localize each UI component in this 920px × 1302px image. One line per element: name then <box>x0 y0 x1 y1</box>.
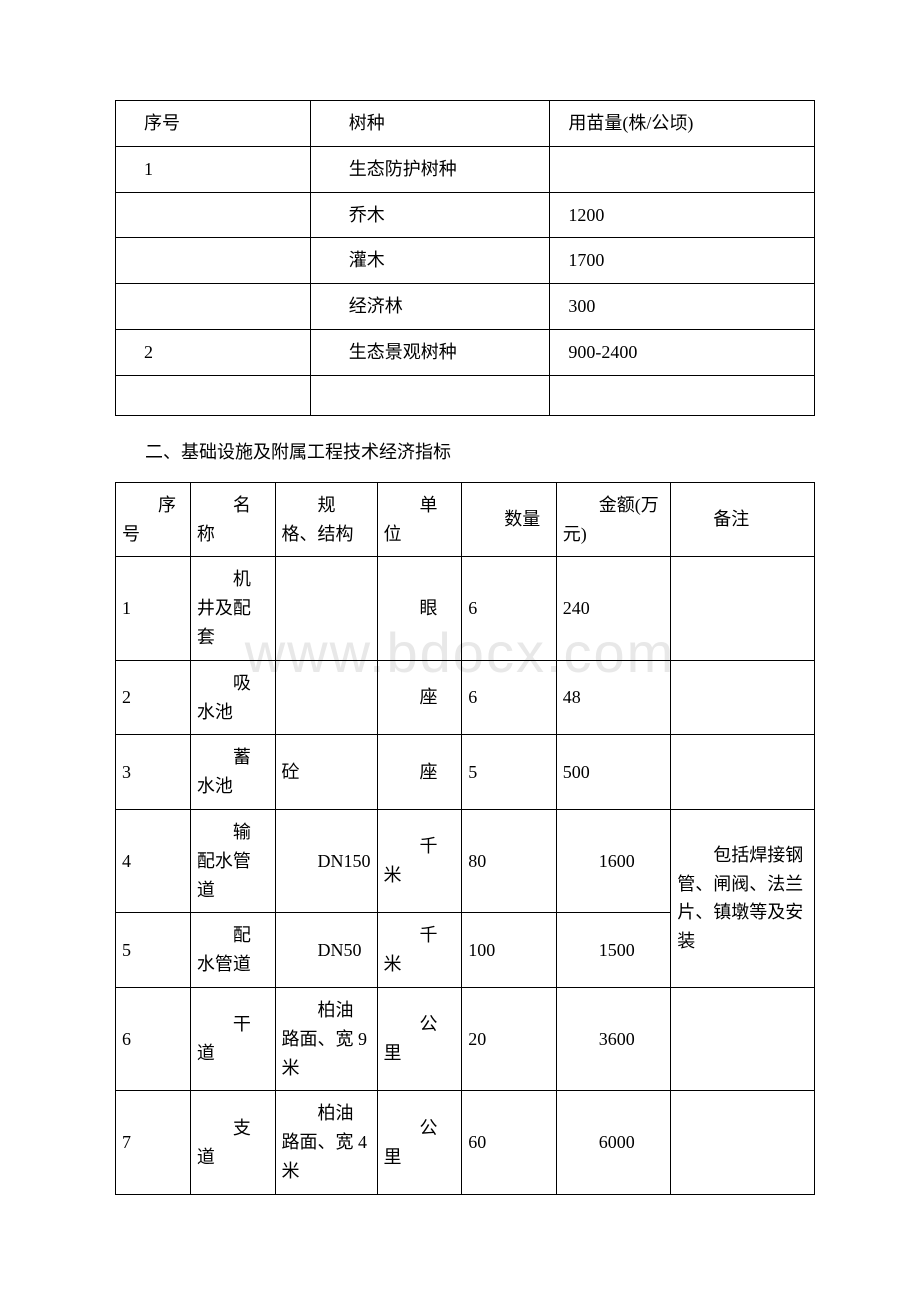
cell-amount: 48 <box>556 660 671 735</box>
cell-note <box>671 735 815 810</box>
cell-amount: 240 <box>556 557 671 660</box>
cell-name: 干道 <box>190 987 275 1090</box>
cell-spec <box>275 557 377 660</box>
cell: 经济林 <box>310 284 550 330</box>
cell-name: 支道 <box>190 1091 275 1194</box>
header-unit: 单位 <box>377 482 462 557</box>
cell-spec <box>275 660 377 735</box>
cell-note <box>671 660 815 735</box>
table-row: 灌木 1700 <box>116 238 815 284</box>
table-row: 3 蓄水池 砼 座 5 500 <box>116 735 815 810</box>
cell-seq: 7 <box>116 1091 191 1194</box>
cell-seq: 2 <box>116 660 191 735</box>
cell <box>116 238 311 284</box>
table-row: 2 生态景观树种 900-2400 <box>116 329 815 375</box>
table-row: 序号 树种 用苗量(株/公顷) <box>116 101 815 147</box>
cell: 300 <box>550 284 815 330</box>
cell-unit: 座 <box>377 735 462 810</box>
cell-unit: 座 <box>377 660 462 735</box>
cell-unit: 千米 <box>377 913 462 988</box>
table-seedling: 序号 树种 用苗量(株/公顷) 1 生态防护树种 乔木 1200 灌木 1700… <box>115 100 815 416</box>
cell-name: 蓄水池 <box>190 735 275 810</box>
cell-amount: 3600 <box>556 987 671 1090</box>
header-name: 名称 <box>190 482 275 557</box>
cell-spec: DN150 <box>275 809 377 912</box>
section-title: 二、基础设施及附属工程技术经济指标 <box>145 438 920 464</box>
header-note: 备注 <box>671 482 815 557</box>
cell <box>116 284 311 330</box>
cell: 1200 <box>550 192 815 238</box>
header-species: 树种 <box>310 101 550 147</box>
cell: 灌木 <box>310 238 550 284</box>
cell: 1700 <box>550 238 815 284</box>
cell <box>116 375 311 415</box>
cell-amount: 500 <box>556 735 671 810</box>
cell-seq: 1 <box>116 557 191 660</box>
cell-name: 机井及配套 <box>190 557 275 660</box>
cell-seq: 3 <box>116 735 191 810</box>
cell-spec: 柏油路面、宽 4 米 <box>275 1091 377 1194</box>
cell-unit: 千米 <box>377 809 462 912</box>
cell: 乔木 <box>310 192 550 238</box>
cell: 1 <box>116 146 311 192</box>
cell-seq: 6 <box>116 987 191 1090</box>
header-amount: 用苗量(株/公顷) <box>550 101 815 147</box>
table-row <box>116 375 815 415</box>
table-row: 7 支道 柏油路面、宽 4 米 公里 60 6000 <box>116 1091 815 1194</box>
cell-qty: 6 <box>462 660 557 735</box>
table-row: 1 机井及配套 眼 6 240 <box>116 557 815 660</box>
cell <box>550 375 815 415</box>
cell <box>550 146 815 192</box>
cell-qty: 5 <box>462 735 557 810</box>
cell: 生态景观树种 <box>310 329 550 375</box>
cell-spec: 柏油路面、宽 9 米 <box>275 987 377 1090</box>
cell-note <box>671 1091 815 1194</box>
header-seq: 序号 <box>116 482 191 557</box>
cell-unit: 公里 <box>377 987 462 1090</box>
header-spec: 规格、结构 <box>275 482 377 557</box>
cell-unit: 眼 <box>377 557 462 660</box>
table-row: 1 生态防护树种 <box>116 146 815 192</box>
cell-qty: 60 <box>462 1091 557 1194</box>
cell-name: 输配水管道 <box>190 809 275 912</box>
cell: 生态防护树种 <box>310 146 550 192</box>
cell-name: 配水管道 <box>190 913 275 988</box>
cell-spec: DN50 <box>275 913 377 988</box>
cell-amount: 6000 <box>556 1091 671 1194</box>
table-row: 2 吸水池 座 6 48 <box>116 660 815 735</box>
table-row: 乔木 1200 <box>116 192 815 238</box>
cell-note <box>671 557 815 660</box>
cell-unit: 公里 <box>377 1091 462 1194</box>
cell: 2 <box>116 329 311 375</box>
header-qty: 数量 <box>462 482 557 557</box>
header-amount: 金额(万元) <box>556 482 671 557</box>
cell <box>310 375 550 415</box>
cell-note-merged: 包括焊接钢管、闸阀、法兰片、镇墩等及安装 <box>671 809 815 987</box>
table-row: 序号 名称 规格、结构 单位 数量 金额(万元) 备注 <box>116 482 815 557</box>
cell-qty: 20 <box>462 987 557 1090</box>
table-row: 6 干道 柏油路面、宽 9 米 公里 20 3600 <box>116 987 815 1090</box>
cell-qty: 100 <box>462 913 557 988</box>
header-seq: 序号 <box>116 101 311 147</box>
table-infrastructure: 序号 名称 规格、结构 单位 数量 金额(万元) 备注 1 机井及配套 眼 6 … <box>115 482 815 1195</box>
cell-name: 吸水池 <box>190 660 275 735</box>
cell-amount: 1600 <box>556 809 671 912</box>
cell-qty: 6 <box>462 557 557 660</box>
cell-seq: 5 <box>116 913 191 988</box>
table-row: 4 输配水管道 DN150 千米 80 1600 包括焊接钢管、闸阀、法兰片、镇… <box>116 809 815 912</box>
cell <box>116 192 311 238</box>
cell-amount: 1500 <box>556 913 671 988</box>
cell-seq: 4 <box>116 809 191 912</box>
cell-qty: 80 <box>462 809 557 912</box>
cell-spec: 砼 <box>275 735 377 810</box>
cell-note <box>671 987 815 1090</box>
table-row: 经济林 300 <box>116 284 815 330</box>
cell: 900-2400 <box>550 329 815 375</box>
